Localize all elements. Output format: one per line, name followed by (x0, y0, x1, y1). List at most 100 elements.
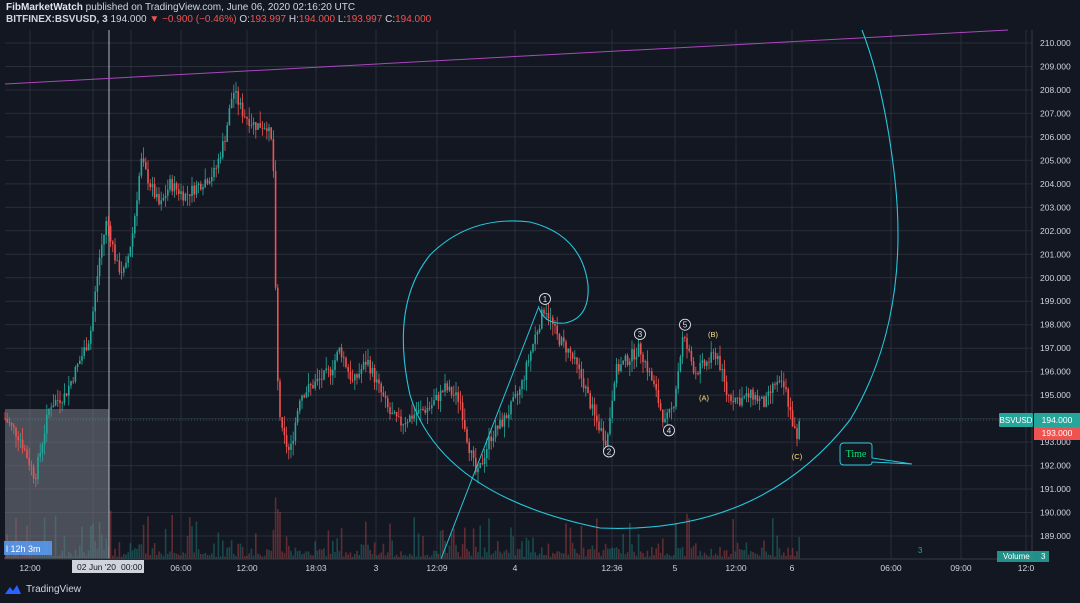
volume-bar (272, 529, 275, 559)
volume-bars (4, 497, 800, 559)
candle-body (202, 187, 204, 190)
price-tick-label: 193.000 (1040, 437, 1071, 447)
volume-bar (747, 554, 750, 559)
low-value: 193.997 (346, 14, 383, 25)
wave-label: (B) (708, 330, 719, 339)
volume-bar (413, 517, 415, 559)
candle-body (191, 185, 193, 197)
candle-body (549, 317, 552, 319)
fibonacci-spiral[interactable] (402, 29, 899, 529)
volume-bar (215, 556, 217, 559)
volume-bar (686, 513, 688, 559)
candle-body (336, 351, 338, 361)
candle-body (534, 334, 536, 344)
candle-body (545, 312, 547, 314)
volume-bar (554, 553, 556, 559)
volume-bar (745, 542, 748, 559)
volume-bar (758, 555, 761, 559)
volume-bar (131, 550, 134, 559)
candle-body (244, 116, 246, 118)
volume-bar (549, 556, 552, 559)
candle-body (186, 193, 189, 195)
volume-bar (681, 546, 684, 559)
candle-body (435, 394, 437, 401)
candle-body (224, 141, 226, 142)
candle-body (365, 361, 367, 365)
price-tick-label: 207.000 (1040, 108, 1071, 118)
candle-body (28, 457, 30, 466)
candle-body (732, 400, 734, 403)
wave-label: (A) (699, 393, 710, 402)
candle-body (30, 465, 33, 467)
volume-bar (274, 497, 277, 559)
candle-body (646, 361, 649, 373)
volume-bar (796, 551, 798, 559)
candle-body (222, 141, 224, 158)
candle-body (347, 367, 349, 372)
candle-body (158, 193, 160, 205)
volume-bar (602, 550, 605, 559)
volume-bar (321, 549, 323, 559)
volume-bar (787, 547, 789, 559)
candle-body (756, 395, 759, 402)
volume-bar (697, 555, 699, 559)
volume-bar (239, 543, 242, 559)
candle-body (596, 415, 598, 422)
time-tick-label: 12:36 (601, 563, 623, 573)
crosshair-date-box (72, 560, 144, 573)
candle-body (633, 349, 635, 360)
candle-body (409, 415, 411, 422)
candle-body (184, 193, 187, 201)
volume-bar (659, 552, 662, 559)
candle-body (530, 351, 532, 361)
volume-bar (433, 550, 435, 559)
volume-bar (230, 540, 233, 559)
volume-bar (193, 552, 195, 559)
candle-body (305, 392, 308, 398)
candle-body (13, 424, 15, 428)
volume-bar (569, 527, 572, 559)
tradingview-footer[interactable]: TradingView (4, 584, 81, 595)
candle-body (580, 369, 583, 379)
secondary-price-tag: 193.000 (1042, 428, 1073, 438)
time-axis[interactable]: 12:00 02 Jun '20 00:00 06:00 12:00 18:03 3 12:0… (5, 558, 1035, 573)
volume-bar (285, 536, 288, 559)
candle-body (120, 272, 123, 273)
wave-label: (C) (792, 452, 803, 461)
fib-baseline[interactable] (440, 305, 540, 560)
countdown-badge: l 12h 3m (4, 541, 52, 555)
volume-bar (499, 551, 501, 559)
volume-bar (488, 518, 490, 559)
price-tick-label: 189.000 (1040, 531, 1071, 541)
volume-bar (235, 556, 237, 559)
wave-label-circle (539, 292, 551, 305)
volume-bar (173, 552, 176, 559)
volume-bar (120, 556, 123, 559)
candle-body (215, 167, 217, 169)
candle-body (162, 197, 165, 201)
candle-body (321, 378, 323, 380)
candle-body (785, 387, 787, 390)
candle-body (10, 422, 13, 425)
volume-bar (228, 547, 231, 559)
volume-bar (769, 555, 772, 559)
volume-bar (684, 556, 686, 559)
candle-body (26, 449, 28, 458)
candle-body (736, 397, 739, 399)
candle-body (206, 179, 209, 184)
volume-bar (701, 555, 704, 559)
volume-bar (382, 543, 385, 559)
candle-body (743, 396, 745, 398)
volume-bar (464, 527, 466, 559)
candle-body (706, 361, 708, 366)
candle-body (384, 395, 387, 399)
price-axis[interactable]: 210.000 209.000 208.000 207.000 206.000 205.0… (999, 30, 1080, 559)
resistance-trendline[interactable] (4, 29, 1009, 85)
volume-bar (651, 547, 653, 559)
candle-body (98, 257, 101, 277)
time-callout[interactable]: Time (839, 442, 913, 466)
candle-body (547, 312, 550, 319)
publisher-name[interactable]: FibMarketWatch (6, 2, 83, 13)
candle-body (527, 360, 530, 363)
